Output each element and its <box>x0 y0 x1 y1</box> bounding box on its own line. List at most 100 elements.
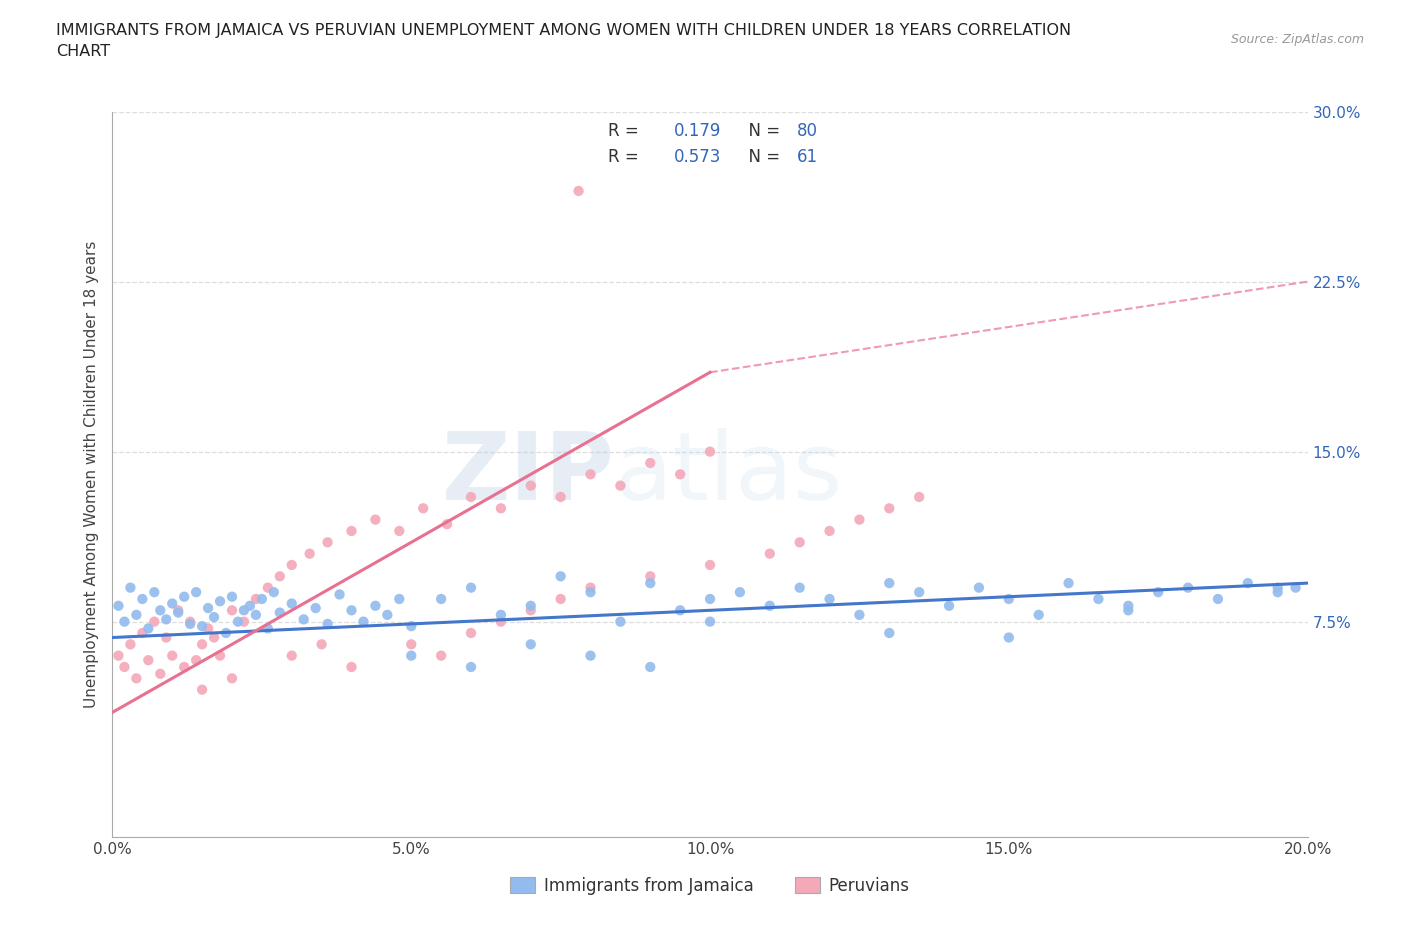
Point <box>908 585 931 600</box>
Point <box>609 478 631 493</box>
Text: Source: ZipAtlas.com: Source: ZipAtlas.com <box>1230 33 1364 46</box>
Point <box>489 614 512 629</box>
Point <box>329 587 352 602</box>
Point <box>173 659 195 674</box>
Text: 80: 80 <box>797 123 818 140</box>
Point <box>879 576 901 591</box>
Point <box>197 621 219 636</box>
Point <box>520 598 543 613</box>
Point <box>305 601 328 616</box>
Point <box>143 585 166 600</box>
Point <box>550 489 572 504</box>
Point <box>340 659 363 674</box>
Point <box>1285 580 1308 595</box>
Point <box>640 659 662 674</box>
Point <box>520 637 543 652</box>
Point <box>221 671 243 685</box>
Text: atlas: atlas <box>614 429 842 520</box>
Legend: Immigrants from Jamaica, Peruvians: Immigrants from Jamaica, Peruvians <box>503 870 917 901</box>
Point <box>818 591 841 606</box>
Point <box>669 603 692 618</box>
Point <box>191 618 214 633</box>
Point <box>233 603 256 618</box>
Point <box>640 576 662 591</box>
Point <box>489 501 512 516</box>
Point <box>640 456 662 471</box>
Point <box>221 603 243 618</box>
Point <box>316 617 339 631</box>
Point <box>579 467 602 482</box>
Point <box>364 512 387 527</box>
Point <box>173 590 195 604</box>
Point <box>1118 598 1140 613</box>
Point <box>789 580 811 595</box>
Point <box>728 585 751 600</box>
Point <box>377 607 399 622</box>
Point <box>149 667 172 682</box>
Point <box>226 614 249 629</box>
Point <box>298 546 321 561</box>
Text: 61: 61 <box>797 148 818 166</box>
Point <box>245 591 267 606</box>
Point <box>257 580 280 595</box>
Point <box>967 580 990 595</box>
Point <box>1147 585 1170 600</box>
Point <box>149 603 172 618</box>
Point <box>281 558 304 573</box>
Point <box>550 569 572 584</box>
Point <box>215 626 238 641</box>
Point <box>191 683 214 698</box>
Text: ZIP: ZIP <box>441 429 614 520</box>
Point <box>125 671 148 685</box>
Point <box>155 631 177 645</box>
Point <box>818 524 841 538</box>
Point <box>669 467 692 482</box>
Point <box>460 580 482 595</box>
Point <box>245 607 267 622</box>
Point <box>143 614 166 629</box>
Point <box>388 524 411 538</box>
Point <box>281 596 304 611</box>
Point <box>292 612 315 627</box>
Point <box>1087 591 1109 606</box>
Point <box>848 512 870 527</box>
Point <box>186 653 208 668</box>
Point <box>197 601 219 616</box>
Text: R =: R = <box>609 148 644 166</box>
Text: N =: N = <box>738 148 785 166</box>
Point <box>120 637 142 652</box>
Point <box>579 648 602 663</box>
Point <box>699 591 721 606</box>
Point <box>1028 607 1050 622</box>
Point <box>340 603 363 618</box>
Point <box>233 614 256 629</box>
Point <box>460 489 482 504</box>
Point <box>269 569 291 584</box>
Point <box>520 603 543 618</box>
Point <box>364 598 387 613</box>
Point <box>107 598 129 613</box>
Point <box>281 648 304 663</box>
Point <box>239 598 262 613</box>
Point <box>388 591 411 606</box>
Point <box>191 637 214 652</box>
Point <box>114 659 135 674</box>
Point <box>179 617 201 631</box>
Point <box>202 631 225 645</box>
Point <box>609 614 631 629</box>
Point <box>221 590 243 604</box>
Point <box>186 585 208 600</box>
Point <box>759 546 782 561</box>
Point <box>155 612 177 627</box>
Point <box>167 603 190 618</box>
Text: 0.573: 0.573 <box>675 148 721 166</box>
Text: IMMIGRANTS FROM JAMAICA VS PERUVIAN UNEMPLOYMENT AMONG WOMEN WITH CHILDREN UNDER: IMMIGRANTS FROM JAMAICA VS PERUVIAN UNEM… <box>56 23 1071 60</box>
Point <box>107 648 129 663</box>
Point <box>125 607 148 622</box>
Y-axis label: Unemployment Among Women with Children Under 18 years: Unemployment Among Women with Children U… <box>83 241 98 708</box>
Point <box>879 501 901 516</box>
Point <box>162 648 183 663</box>
Point <box>430 648 453 663</box>
Point <box>699 558 721 573</box>
Point <box>131 591 153 606</box>
